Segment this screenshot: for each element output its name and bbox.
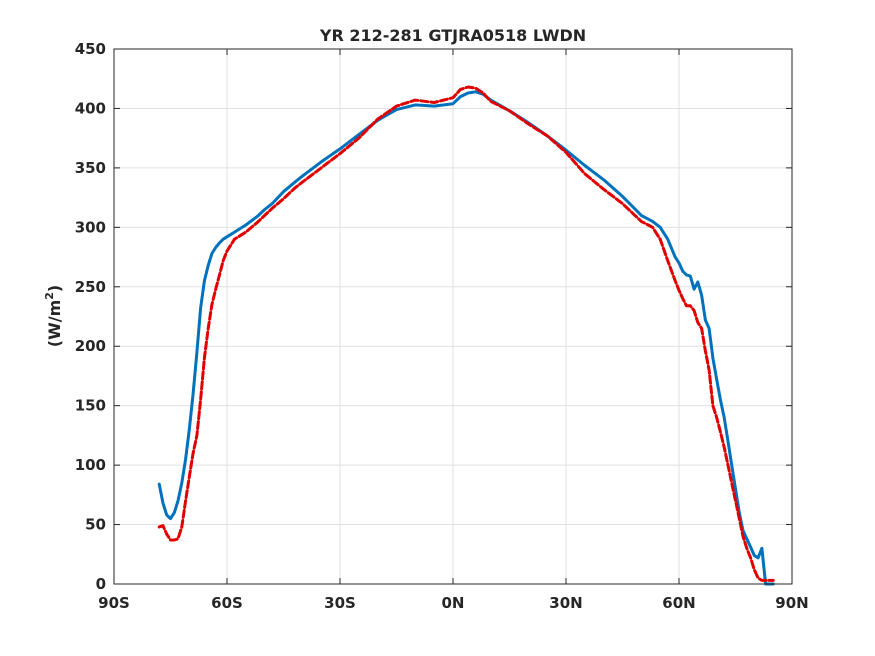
- plot-area: [157, 85, 775, 586]
- axis-ticks: 90S 60S 30S 0N 30N 60N 90N 0 50 100 150 200 250 300 35…: [75, 40, 809, 612]
- series-line-dashed: [157, 85, 775, 582]
- x-tick-label: 60N: [662, 594, 695, 612]
- y-tick-label: 450: [75, 40, 106, 58]
- y-axis-label-end: ): [45, 285, 64, 292]
- x-tick-label: 90S: [98, 594, 130, 612]
- y-tick-label: 300: [75, 218, 106, 236]
- chart-title: YR 212-281 GTJRA0518 LWDN: [319, 26, 586, 45]
- y-tick-label: 0: [96, 575, 106, 593]
- y-tick-label: 400: [75, 99, 106, 117]
- y-axis-label: (W/m2): [43, 285, 64, 347]
- x-tick-label: 60S: [211, 594, 243, 612]
- x-tick-label: 30S: [324, 594, 356, 612]
- y-tick-label: 250: [75, 278, 106, 296]
- y-axis-label-base: (W/m: [45, 300, 64, 347]
- x-tick-label: 30N: [549, 594, 582, 612]
- y-tick-label: 150: [75, 397, 106, 415]
- y-tick-label: 100: [75, 456, 106, 474]
- y-tick-label: 50: [85, 516, 106, 534]
- x-tick-label: 90N: [775, 594, 808, 612]
- y-axis-label-sup: 2: [43, 292, 56, 300]
- y-tick-label: 350: [75, 159, 106, 177]
- y-tick-label: 200: [75, 337, 106, 355]
- x-tick-label: 0N: [442, 594, 465, 612]
